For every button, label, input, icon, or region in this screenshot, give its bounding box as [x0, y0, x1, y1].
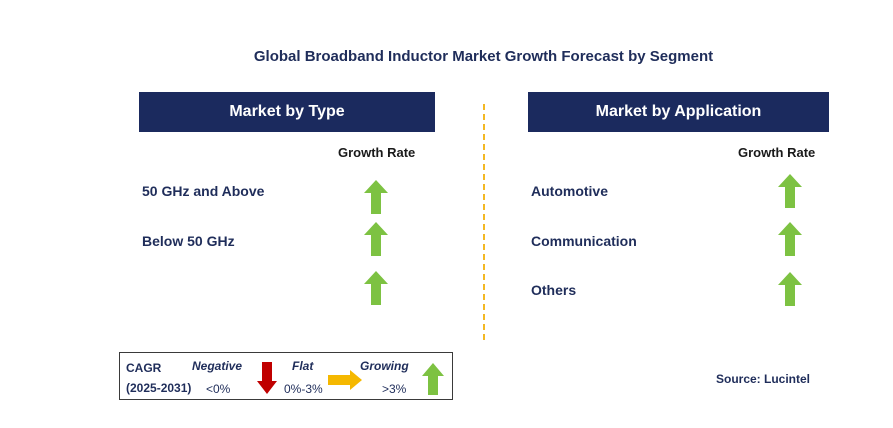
application-panel-header: Market by Application [528, 92, 829, 132]
panel-divider [483, 104, 485, 340]
up-arrow-icon [364, 222, 388, 256]
up-arrow-icon [778, 222, 802, 256]
type-item-label: 50 GHz and Above [142, 183, 265, 199]
cagr-period: (2025-2031) [126, 381, 192, 395]
flat-label: Flat [292, 359, 314, 373]
application-item-label: Others [531, 282, 577, 298]
negative-label: Negative [192, 359, 243, 373]
up-arrow-icon [422, 363, 444, 395]
application-growth-rate-label: Growth Rate [738, 145, 816, 160]
source-note: Source: Lucintel [716, 372, 811, 386]
growing-label: Growing [360, 359, 409, 373]
application-item-label: Automotive [531, 183, 608, 199]
up-arrow-icon [364, 180, 388, 214]
down-arrow-icon [257, 362, 277, 394]
flat-range: 0%-3% [284, 382, 323, 396]
type-growth-rate-label: Growth Rate [338, 145, 416, 160]
up-arrow-icon [778, 174, 802, 208]
right-arrow-icon [328, 370, 362, 390]
cagr-label: CAGR [126, 361, 162, 375]
up-arrow-icon [778, 272, 802, 306]
type-panel-header: Market by Type [139, 92, 435, 132]
type-item-label: Below 50 GHz [142, 233, 235, 249]
negative-range: <0% [206, 382, 231, 396]
cagr-legend: CAGR (2025-2031) Negative <0% Flat 0%-3%… [119, 352, 453, 400]
up-arrow-icon [364, 271, 388, 305]
growing-range: >3% [382, 382, 407, 396]
application-item-label: Communication [531, 233, 637, 249]
chart-title: Global Broadband Inductor Market Growth … [253, 48, 714, 65]
